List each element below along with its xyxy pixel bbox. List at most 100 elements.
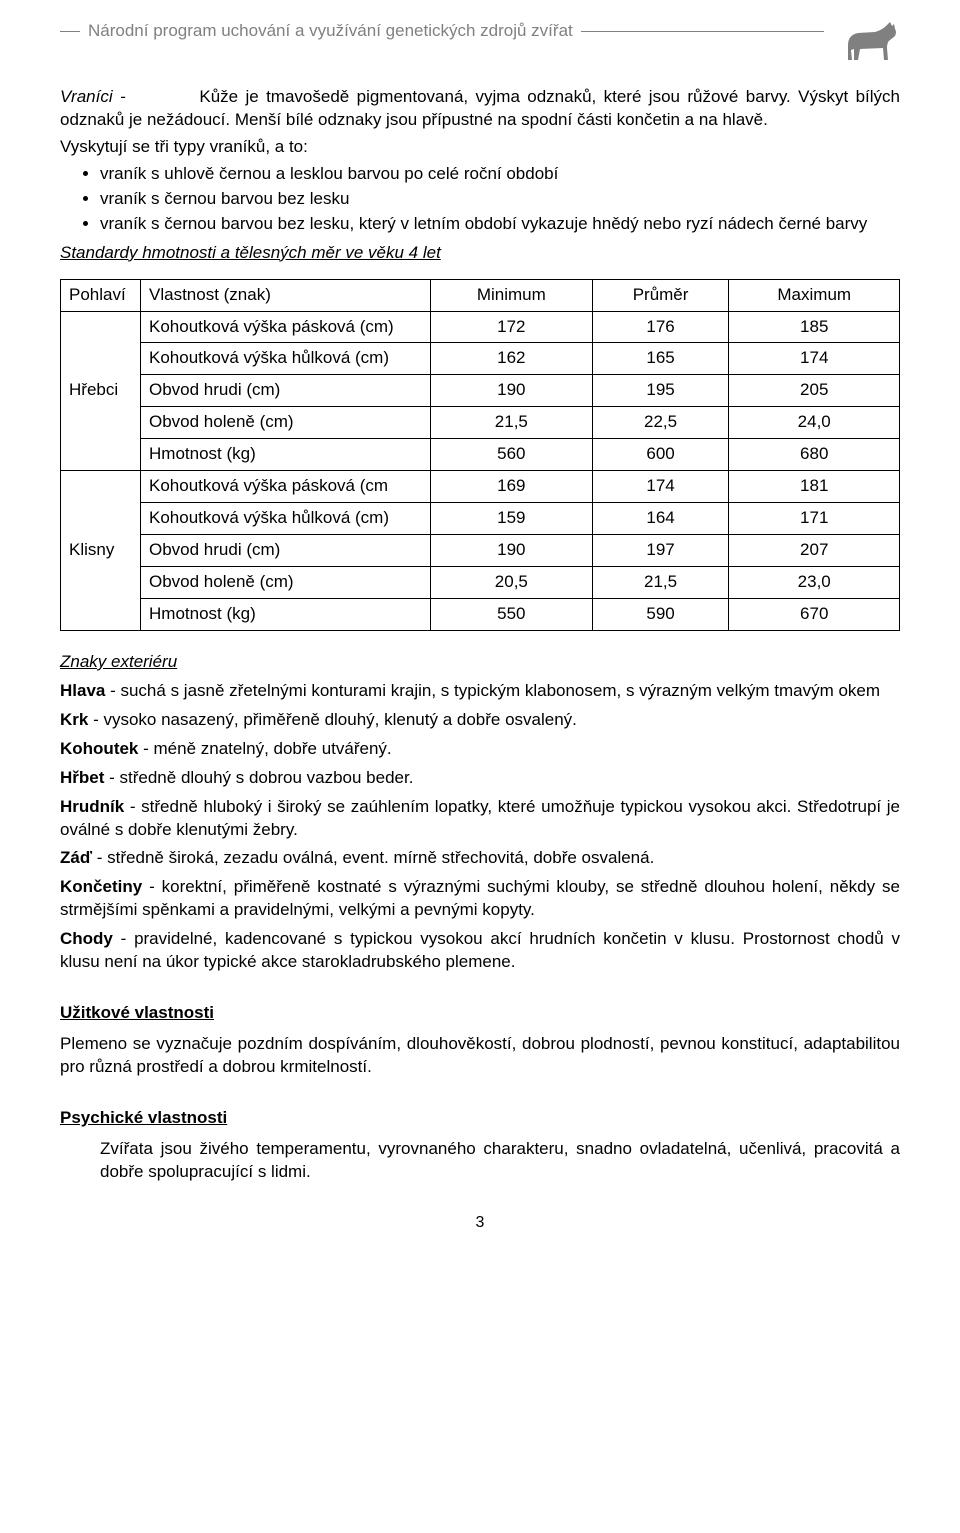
avg-cell: 164 (592, 503, 729, 535)
vranici-text: Kůže je tmavošedě pigmentovaná, vyjma od… (60, 87, 900, 129)
min-cell: 162 (431, 343, 593, 375)
trait-cell: Obvod hrudi (cm) (141, 375, 431, 407)
avg-cell: 197 (592, 535, 729, 567)
avg-cell: 195 (592, 375, 729, 407)
exterior-title: Znaky exteriéru (60, 651, 900, 674)
max-cell: 171 (729, 503, 900, 535)
exterior-item: Kohoutek - méně znatelný, dobře utvářený… (60, 738, 900, 761)
exterior-item: Hlava - suchá s jasně zřetelnými kontura… (60, 680, 900, 703)
header-title-wrap: Národní program uchování a využívání gen… (60, 20, 824, 43)
min-cell: 20,5 (431, 567, 593, 599)
page-header: Národní program uchování a využívání gen… (60, 20, 900, 68)
th-trait: Vlastnost (znak) (141, 279, 431, 311)
exterior-item: Chody - pravidelné, kadencované s typick… (60, 928, 900, 974)
table-row: Hřebci Kohoutková výška pásková (cm) 172… (61, 311, 900, 343)
exterior-text: - suchá s jasně zřetelnými konturami kra… (105, 681, 880, 700)
list-item: vraník s uhlově černou a lesklou barvou … (100, 163, 900, 186)
min-cell: 21,5 (431, 407, 593, 439)
min-cell: 190 (431, 375, 593, 407)
th-max: Maximum (729, 279, 900, 311)
standards-table: Pohlaví Vlastnost (znak) Minimum Průměr … (60, 279, 900, 631)
psychic-title: Psychické vlastnosti (60, 1107, 900, 1130)
avg-cell: 165 (592, 343, 729, 375)
table-row: Kohoutková výška hůlková (cm) 159 164 17… (61, 503, 900, 535)
table-row: Hmotnost (kg) 560 600 680 (61, 439, 900, 471)
min-cell: 159 (431, 503, 593, 535)
header-rule-right (581, 31, 824, 32)
trait-cell: Obvod holeně (cm) (141, 567, 431, 599)
trait-cell: Obvod hrudi (cm) (141, 535, 431, 567)
exterior-item: Krk - vysoko nasazený, přiměřeně dlouhý,… (60, 709, 900, 732)
max-cell: 174 (729, 343, 900, 375)
list-item: vraník s černou barvou bez lesku (100, 188, 900, 211)
exterior-label: Kohoutek (60, 739, 138, 758)
max-cell: 205 (729, 375, 900, 407)
exterior-label: Krk (60, 710, 88, 729)
sex-cell: Hřebci (61, 311, 141, 471)
utility-title: Užitkové vlastnosti (60, 1002, 900, 1025)
table-row: Obvod holeně (cm) 21,5 22,5 24,0 (61, 407, 900, 439)
exterior-text: - středně dlouhý s dobrou vazbou beder. (104, 768, 413, 787)
max-cell: 24,0 (729, 407, 900, 439)
header-title: Národní program uchování a využívání gen… (88, 20, 573, 43)
exterior-item: Záď - středně široká, zezadu oválná, eve… (60, 847, 900, 870)
vranici-paragraph: Vraníci - Kůže je tmavošedě pigmentovaná… (60, 86, 900, 132)
exterior-text: - pravidelné, kadencované s typickou vys… (60, 929, 900, 971)
exterior-label: Končetiny (60, 877, 142, 896)
types-intro: Vyskytují se tři typy vraníků, a to: (60, 136, 900, 159)
exterior-label: Chody (60, 929, 113, 948)
table-row: Kohoutková výška hůlková (cm) 162 165 17… (61, 343, 900, 375)
trait-cell: Kohoutková výška hůlková (cm) (141, 343, 431, 375)
table-row: Obvod hrudi (cm) 190 195 205 (61, 375, 900, 407)
avg-cell: 600 (592, 439, 729, 471)
min-cell: 172 (431, 311, 593, 343)
th-sex: Pohlaví (61, 279, 141, 311)
th-min: Minimum (431, 279, 593, 311)
exterior-label: Hrudník (60, 797, 124, 816)
max-cell: 207 (729, 535, 900, 567)
vranici-label: Vraníci - (60, 87, 126, 106)
exterior-item: Hřbet - středně dlouhý s dobrou vazbou b… (60, 767, 900, 790)
max-cell: 670 (729, 598, 900, 630)
exterior-label: Hřbet (60, 768, 104, 787)
avg-cell: 176 (592, 311, 729, 343)
exterior-text: - vysoko nasazený, přiměřeně dlouhý, kle… (88, 710, 577, 729)
exterior-label: Záď (60, 848, 92, 867)
psychic-text: Zvířata jsou živého temperamentu, vyrovn… (100, 1138, 900, 1184)
exterior-label: Hlava (60, 681, 105, 700)
max-cell: 185 (729, 311, 900, 343)
sex-cell: Klisny (61, 471, 141, 631)
utility-text: Plemeno se vyznačuje pozdním dospíváním,… (60, 1033, 900, 1079)
max-cell: 680 (729, 439, 900, 471)
max-cell: 23,0 (729, 567, 900, 599)
trait-cell: Kohoutková výška pásková (cm (141, 471, 431, 503)
max-cell: 181 (729, 471, 900, 503)
exterior-item: Hrudník - středně hluboký i široký se za… (60, 796, 900, 842)
types-list: vraník s uhlově černou a lesklou barvou … (100, 163, 900, 236)
min-cell: 190 (431, 535, 593, 567)
table-row: Obvod holeně (cm) 20,5 21,5 23,0 (61, 567, 900, 599)
trait-cell: Obvod holeně (cm) (141, 407, 431, 439)
header-rule-left (60, 31, 80, 32)
table-row: Obvod hrudi (cm) 190 197 207 (61, 535, 900, 567)
exterior-text: - méně znatelný, dobře utvářený. (138, 739, 391, 758)
table-row: Klisny Kohoutková výška pásková (cm 169 … (61, 471, 900, 503)
exterior-text: - středně široká, zezadu oválná, event. … (92, 848, 654, 867)
horse-icon (840, 20, 900, 68)
exterior-text: - korektní, přiměřeně kostnaté s výrazný… (60, 877, 900, 919)
avg-cell: 590 (592, 598, 729, 630)
list-item: vraník s černou barvou bez lesku, který … (100, 213, 900, 236)
table-row: Hmotnost (kg) 550 590 670 (61, 598, 900, 630)
avg-cell: 174 (592, 471, 729, 503)
avg-cell: 21,5 (592, 567, 729, 599)
standards-title: Standardy hmotnosti a tělesných měr ve v… (60, 242, 900, 265)
trait-cell: Hmotnost (kg) (141, 598, 431, 630)
min-cell: 169 (431, 471, 593, 503)
exterior-item: Končetiny - korektní, přiměřeně kostnaté… (60, 876, 900, 922)
exterior-text: - středně hluboký i široký se zaúhlením … (60, 797, 900, 839)
th-avg: Průměr (592, 279, 729, 311)
min-cell: 550 (431, 598, 593, 630)
page-number: 3 (60, 1212, 900, 1234)
min-cell: 560 (431, 439, 593, 471)
trait-cell: Kohoutková výška pásková (cm) (141, 311, 431, 343)
